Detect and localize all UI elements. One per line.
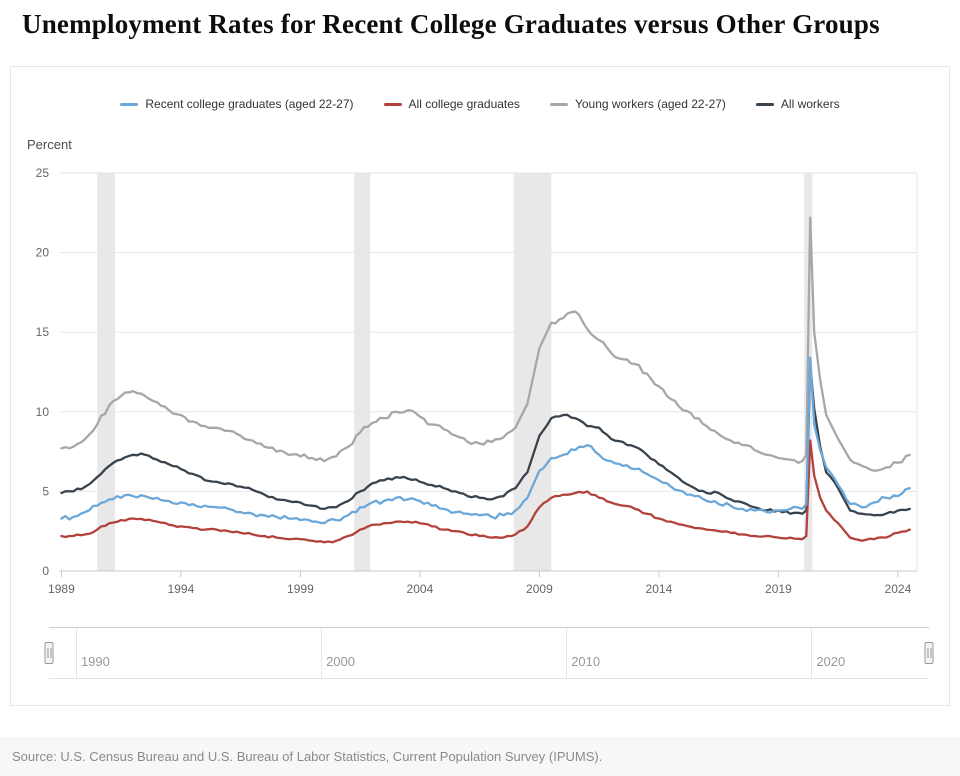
legend-item-recent-college-graduates[interactable]: Recent college graduates (aged 22-27) [120,97,354,112]
source-note: Source: U.S. Census Bureau and U.S. Bure… [12,749,603,764]
navigator-label: 2020 [816,654,846,670]
legend-label: All workers [780,97,840,112]
recession-band [354,173,371,572]
x-axis-label: 2024 [885,582,912,596]
legend-label: Young workers (aged 22-27) [574,97,726,112]
legend: Recent college graduates (aged 22-27) All… [11,97,949,111]
legend-swatch [120,102,139,106]
navigator-handle-left[interactable] [44,642,54,665]
y-axis-label: 15 [36,326,50,340]
source-note-bar: Source: U.S. Census Bureau and U.S. Bure… [0,737,960,776]
x-axis-label: 2019 [765,582,792,596]
recession-band [513,173,552,572]
x-axis-label: 1989 [48,582,75,596]
y-axis-title: Percent [27,137,72,153]
series-line-all-college-graduates [60,439,911,544]
navigator[interactable]: 1990 2000 2010 2020 [44,627,934,680]
legend-swatch [549,102,568,106]
title-wrap: Unemployment Rates for Recent College Gr… [0,0,960,42]
legend-label: All college graduates [408,97,520,112]
legend-item-all-workers[interactable]: All workers [755,97,840,112]
legend-label: Recent college graduates (aged 22-27) [145,97,354,112]
y-axis-label: 0 [42,564,49,578]
y-axis-label: 10 [36,405,50,419]
page-title: Unemployment Rates for Recent College Gr… [22,9,880,39]
y-axis-label: 5 [42,485,49,499]
navigator-tick [321,628,323,679]
plot-area[interactable] [59,173,917,572]
x-axis-label: 2009 [526,582,553,596]
legend-swatch [755,102,774,106]
legend-item-young-workers[interactable]: Young workers (aged 22-27) [549,97,726,112]
x-axis-label: 1999 [287,582,314,596]
chart-panel: Recent college graduates (aged 22-27) All… [10,66,950,707]
legend-swatch [383,102,402,106]
navigator-tick [811,628,813,679]
x-axis-label: 1994 [168,582,195,596]
unemployment-chart[interactable]: 0 5 10 15 20 25 1989 1994 1999 2004 2009 2014 2019 20… [11,159,949,603]
x-axis-label: 2014 [646,582,673,596]
y-axis-label: 25 [36,166,50,180]
navigator-handle-right[interactable] [924,642,934,665]
navigator-label: 2000 [326,654,355,670]
navigator-tick [75,628,77,679]
recession-band [97,173,116,572]
navigator-label: 2010 [571,654,601,670]
navigator-tick [566,628,568,679]
navigator-label: 1990 [80,654,110,670]
series-line-recent-college-graduates [60,356,911,525]
legend-item-all-college-graduates[interactable]: All college graduates [383,97,520,112]
series-line-young-workers [60,216,911,473]
x-axis-label: 2004 [407,582,434,596]
y-axis-label: 20 [36,246,50,260]
